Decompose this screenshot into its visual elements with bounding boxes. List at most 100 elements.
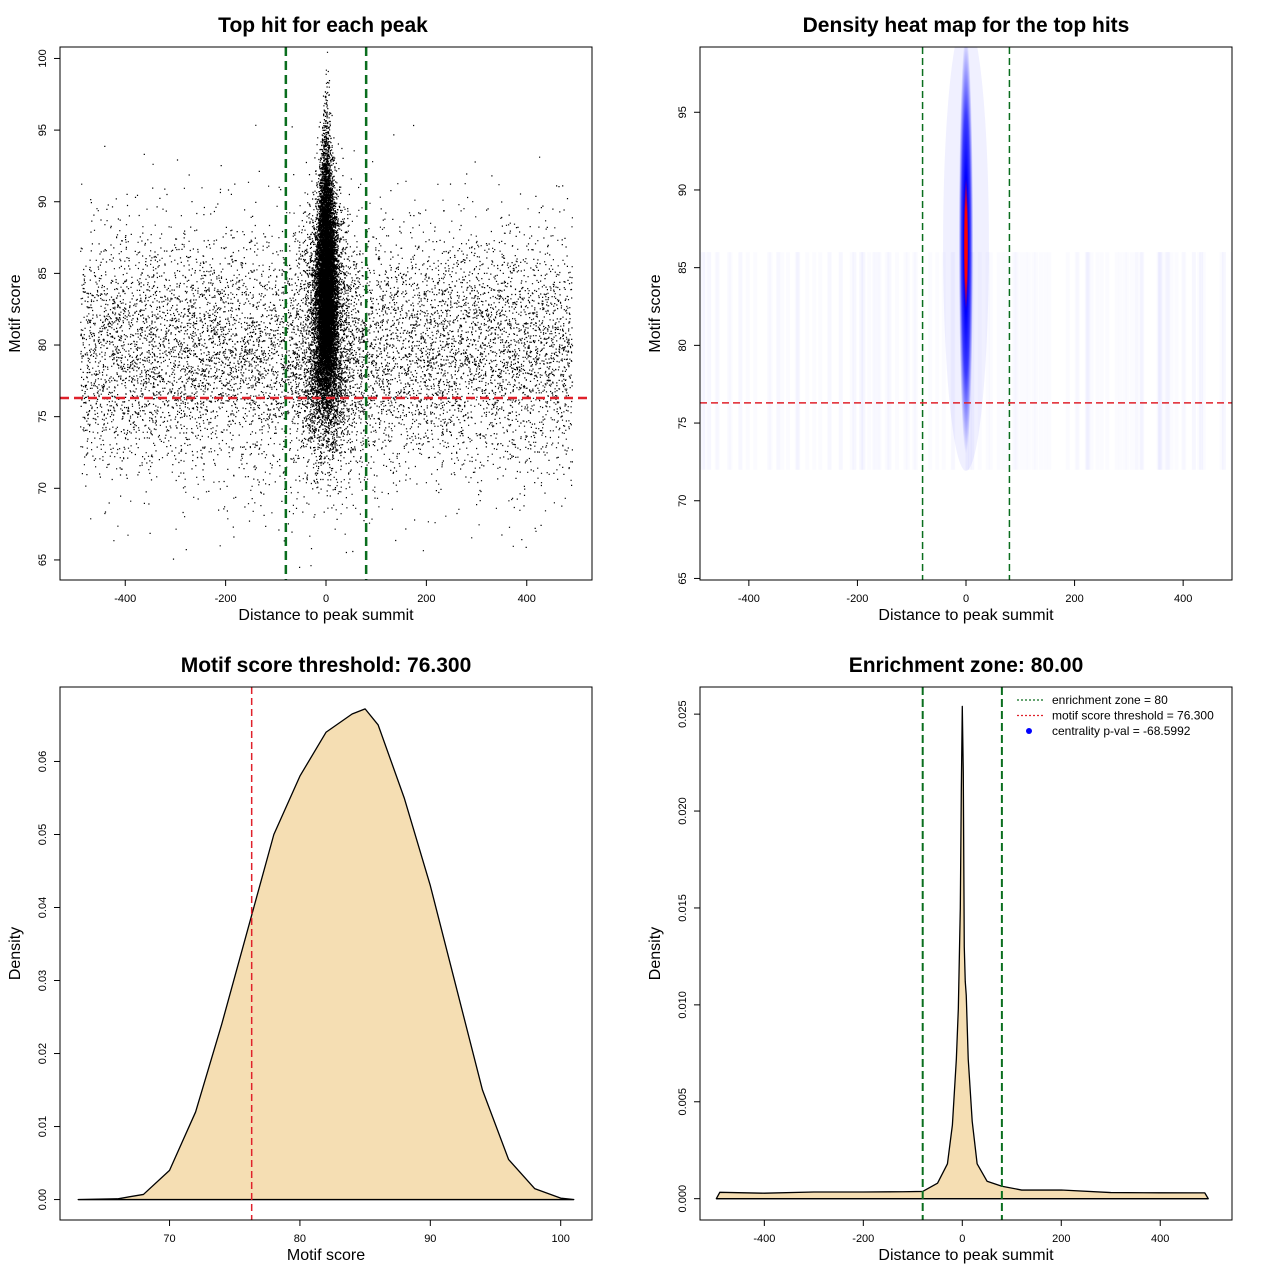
- x-tick-label: 400: [1151, 1233, 1169, 1245]
- heatmap-background-cell: [1019, 252, 1023, 470]
- y-tick-label: 0.020: [677, 797, 689, 825]
- x-tick-label: -200: [846, 593, 868, 605]
- scatter-points: [80, 51, 574, 568]
- y-tick-label: 0.05: [37, 824, 49, 845]
- y-tick-label: 95: [37, 124, 49, 136]
- heatmap-background-cell: [1118, 252, 1122, 470]
- x-tick-label: 70: [163, 1233, 175, 1245]
- legend-marker-3: [1026, 728, 1032, 734]
- heatmap-background-cell: [739, 252, 743, 470]
- heatmap-background-cell: [703, 252, 707, 470]
- chart-panel-3: 70 80 90 100 0.00 0.01 0.02 0.03 0.04 0.05 0.06 Mot…: [7, 654, 593, 1264]
- plot-area: [715, 687, 1209, 1220]
- heatmap-background-cell: [888, 252, 892, 470]
- heatmap-background-cell: [914, 252, 918, 470]
- y-axis-label: Motif score: [647, 274, 664, 352]
- heatmap-hotspot: [958, 47, 974, 455]
- heatmap-background-cell: [1066, 252, 1070, 470]
- heatmap-background-cell: [1096, 252, 1100, 470]
- y-axis-label: Motif score: [7, 274, 24, 352]
- heatmap-background-cell: [935, 252, 939, 470]
- heatmap-background-cell: [1115, 252, 1119, 470]
- heatmap-background-cell: [1012, 252, 1016, 470]
- x-tick-label: 0: [323, 593, 329, 605]
- x-tick-label: 400: [518, 593, 536, 605]
- y-tick-label: 75: [37, 411, 49, 423]
- heatmap-background-cell: [746, 252, 750, 470]
- heatmap-background-cell: [1027, 252, 1031, 470]
- y-tick-label: 100: [37, 49, 49, 67]
- chart-panel-1: -400 -200 0 200 400 65 70 75 80 85 90 95 100 Top hit …: [7, 14, 593, 624]
- y-tick-label: 85: [37, 267, 49, 279]
- heatmap-background-cell: [877, 252, 881, 470]
- heatmap-background-cell: [839, 252, 843, 470]
- y-tick-label: 90: [677, 184, 689, 196]
- heatmap-background-cell: [777, 252, 781, 470]
- heatmap-background-cell: [1015, 252, 1019, 470]
- y-tick-label: 0.04: [37, 897, 49, 918]
- heatmap-background-cell: [1134, 252, 1138, 470]
- heatmap-background-cell: [1197, 252, 1201, 470]
- x-axis-label: Distance to peak summit: [878, 607, 1054, 624]
- chart-title: Top hit for each peak: [218, 14, 428, 37]
- y-tick-label: 0.01: [37, 1116, 49, 1137]
- heatmap-background-cell: [827, 252, 831, 470]
- heatmap-background-cell: [873, 252, 877, 470]
- y-tick-label: 0.06: [37, 751, 49, 772]
- x-tick-label: -200: [852, 1233, 874, 1245]
- x-tick-label: 80: [294, 1233, 306, 1245]
- heatmap-background-cell: [852, 252, 856, 470]
- heatmap-background-cell: [812, 252, 816, 470]
- heatmap-background-cell: [1031, 252, 1035, 470]
- x-axis-label: Distance to peak summit: [878, 1247, 1054, 1264]
- y-tick-label: 0.000: [677, 1185, 689, 1213]
- y-tick-label: 75: [677, 417, 689, 429]
- y-tick-label: 65: [677, 572, 689, 584]
- y-axis-label: Density: [7, 927, 24, 980]
- y-tick-label: 0.02: [37, 1043, 49, 1064]
- heatmap-background-cell: [1165, 252, 1169, 470]
- legend-label-3: centrality p-val = -68.5992: [1052, 724, 1191, 738]
- plot-area: [60, 47, 592, 580]
- heatmap-background-cell: [1222, 252, 1226, 470]
- x-tick-label: 200: [417, 593, 435, 605]
- heatmap-background-cell: [1100, 252, 1104, 470]
- heatmap-background-cell: [1169, 252, 1173, 470]
- heatmap-background-cell: [1043, 252, 1047, 470]
- x-axis-label: Motif score: [287, 1247, 365, 1264]
- plot-frame: [699, 686, 1233, 1221]
- heatmap-background-cell: [862, 252, 866, 470]
- heatmap-background-cell: [867, 252, 871, 470]
- x-tick-label: 90: [424, 1233, 436, 1245]
- legend-label-2: motif score threshold = 76.300: [1052, 709, 1214, 723]
- plot-frame: [59, 686, 593, 1221]
- heatmap-background-cell: [1085, 252, 1089, 470]
- heatmap-background-cell: [753, 252, 757, 470]
- y-tick-label: 80: [37, 339, 49, 351]
- y-tick-label: 0.010: [677, 991, 689, 1019]
- density-area: [77, 708, 575, 1201]
- y-tick-label: 70: [677, 495, 689, 507]
- x-tick-label: 400: [1174, 593, 1192, 605]
- y-tick-label: 0.005: [677, 1088, 689, 1116]
- x-tick-label: 0: [963, 593, 969, 605]
- y-tick-label: 80: [677, 339, 689, 351]
- heatmap-background-cell: [1157, 252, 1161, 470]
- x-tick-label: 200: [1052, 1233, 1070, 1245]
- x-tick-label: -400: [753, 1233, 775, 1245]
- heatmap-background-cell: [768, 252, 772, 470]
- heatmap-background-cell: [1105, 252, 1109, 470]
- heatmap-background-cell: [727, 252, 731, 470]
- heatmap-background-cell: [1139, 252, 1143, 470]
- x-tick-label: 0: [959, 1233, 965, 1245]
- heatmap-background-cell: [1175, 252, 1179, 470]
- y-tick-label: 85: [677, 262, 689, 274]
- heatmap-background-cell: [906, 252, 910, 470]
- heatmap-background-cell: [715, 252, 719, 470]
- y-tick-label: 90: [37, 196, 49, 208]
- chart-title: Motif score threshold: 76.300: [181, 654, 472, 677]
- heatmap-background-cell: [780, 252, 784, 470]
- x-axis-label: Distance to peak summit: [238, 607, 414, 624]
- heatmap-background-cell: [1181, 252, 1185, 470]
